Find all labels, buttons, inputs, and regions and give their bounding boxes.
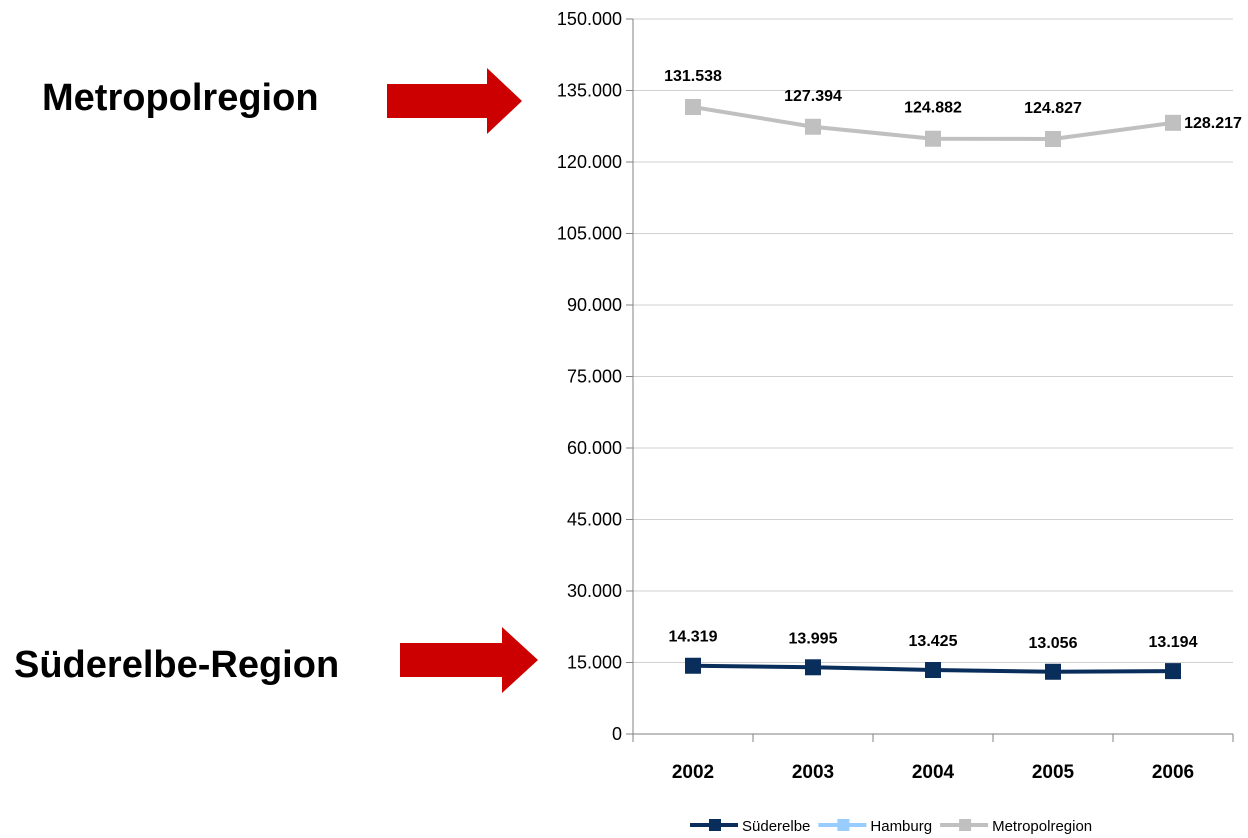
data-label: 124.827: [1024, 100, 1082, 117]
data-label: 13.995: [789, 630, 838, 647]
data-point-marker: [805, 659, 821, 676]
data-point-marker: [1165, 114, 1181, 131]
x-axis-ticks: 2002 2003 2004 2005 2006: [672, 762, 1194, 783]
data-label: 131.538: [664, 68, 722, 85]
series-lines: [685, 99, 1181, 680]
red-arrow-icon: [400, 627, 538, 693]
data-label: 127.394: [784, 88, 842, 105]
y-tick-label: 120.000: [557, 152, 622, 172]
x-tick-label: 2006: [1152, 762, 1194, 783]
data-point-marker: [925, 130, 941, 147]
annotation-metropolregion-text: Metropolregion: [42, 77, 319, 119]
legend-marker: [959, 819, 972, 831]
data-label: 13.056: [1029, 635, 1078, 652]
y-tick-label: 30.000: [567, 581, 622, 601]
data-point-marker: [925, 662, 941, 679]
legend-marker: [709, 819, 721, 831]
data-label: 128.217: [1184, 115, 1242, 132]
y-tick-label: 0: [612, 724, 622, 744]
data-point-marker: [1045, 130, 1061, 147]
data-point-marker: [805, 118, 821, 135]
red-arrow-icon: [387, 68, 522, 134]
legend-marker: [837, 819, 850, 831]
annotation-suederelbe: Süderelbe-Region: [14, 627, 538, 693]
y-axis-ticks: 0 15.000 30.000 45.000 60.000 75.000 90.000 105…: [557, 9, 622, 744]
y-tick-label: 150.000: [557, 9, 622, 29]
data-point-marker: [685, 657, 701, 674]
data-point-marker: [1045, 663, 1061, 680]
data-point-marker: [1165, 663, 1181, 680]
data-point-marker: [685, 99, 701, 116]
grid-lines: [633, 18, 1233, 663]
y-tick-label: 75.000: [567, 367, 622, 387]
legend-label: Hamburg: [870, 818, 932, 835]
legend: Süderelbe Hamburg Metropolregion: [690, 818, 1092, 835]
legend-label: Süderelbe: [742, 818, 810, 835]
data-label: 14.319: [669, 629, 718, 646]
y-tick-label: 60.000: [567, 438, 622, 458]
y-tick-label: 15.000: [567, 653, 622, 673]
y-tick-label: 90.000: [567, 295, 622, 315]
data-label: 13.425: [909, 633, 958, 650]
legend-label: Metropolregion: [992, 818, 1092, 835]
y-tick-label: 135.000: [557, 81, 622, 101]
y-tick-label: 105.000: [557, 224, 622, 244]
data-labels: 14.319 13.995 13.425 13.056 13.194 131.538 127…: [664, 68, 1242, 652]
annotation-suederelbe-text: Süderelbe-Region: [14, 644, 339, 686]
x-tick-label: 2002: [672, 762, 714, 783]
data-label: 124.882: [904, 100, 962, 117]
x-tick-label: 2005: [1032, 762, 1075, 783]
axes: [626, 18, 1234, 742]
data-label: 13.194: [1149, 634, 1198, 651]
annotation-metropolregion: Metropolregion: [42, 68, 522, 134]
x-tick-label: 2003: [792, 762, 834, 783]
x-tick-label: 2004: [912, 762, 955, 783]
y-tick-label: 45.000: [567, 510, 622, 530]
